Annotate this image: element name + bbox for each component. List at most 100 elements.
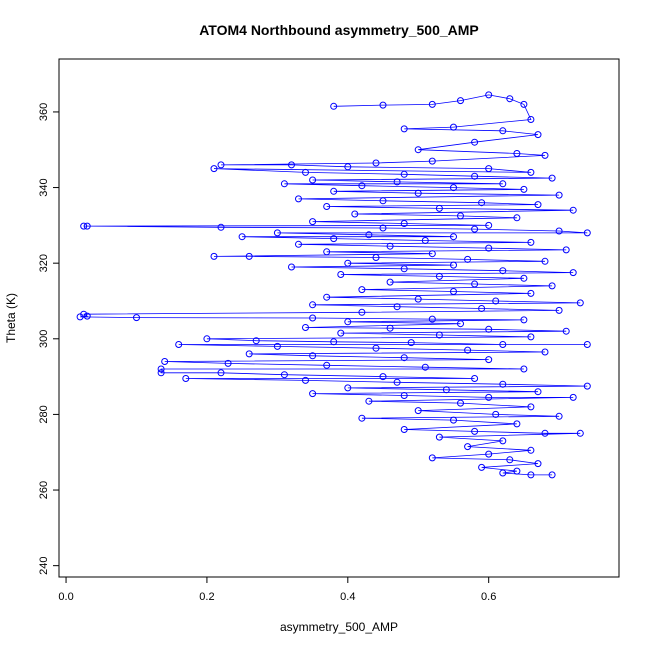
- data-point: [527, 333, 535, 341]
- data-point: [161, 358, 169, 365]
- data-point: [323, 361, 331, 369]
- data-point: [478, 305, 486, 312]
- data-point: [337, 271, 345, 278]
- data-point: [379, 101, 387, 109]
- data-point: [562, 327, 570, 335]
- x-tick-label: 0.0: [58, 591, 73, 603]
- y-tick-label: 300: [38, 330, 50, 348]
- data-point: [583, 382, 591, 390]
- y-tick-label: 260: [38, 481, 50, 499]
- data-point: [414, 189, 422, 197]
- data-point: [330, 187, 338, 195]
- data-point: [450, 184, 457, 192]
- data-point: [309, 218, 317, 226]
- data-point: [379, 373, 387, 381]
- data-point: [471, 375, 479, 382]
- data-point: [450, 123, 457, 131]
- data-point: [238, 233, 246, 241]
- data-point: [358, 286, 366, 294]
- data-point: [203, 335, 211, 343]
- data-point: [485, 91, 493, 99]
- data-point: [245, 350, 253, 358]
- data-point: [400, 125, 408, 133]
- data-point: [421, 237, 429, 244]
- data-point: [520, 100, 528, 108]
- data-point: [457, 320, 464, 328]
- data-point: [323, 293, 331, 301]
- data-point: [157, 365, 165, 373]
- data-point: [435, 433, 443, 441]
- data-point: [520, 316, 528, 324]
- data-point: [520, 185, 528, 193]
- data-point: [421, 363, 429, 371]
- data-point: [344, 384, 352, 392]
- data-point: [478, 463, 486, 471]
- data-point: [548, 282, 556, 290]
- data-point: [337, 329, 345, 337]
- data-point: [513, 420, 521, 428]
- data-point: [365, 397, 373, 405]
- data-point: [288, 263, 295, 271]
- data-point: [450, 288, 457, 295]
- data-point: [344, 163, 352, 171]
- data-point: [541, 348, 549, 356]
- data-point: [400, 426, 408, 433]
- data-point: [323, 248, 331, 256]
- x-axis: 0.0 0.2 0.4 0.6: [58, 577, 496, 603]
- data-point: [485, 244, 493, 252]
- x-tick-label: 0.2: [199, 591, 214, 603]
- y-tick-label: 280: [38, 405, 50, 423]
- data-point: [569, 393, 577, 401]
- data-point: [576, 299, 584, 307]
- y-axis: 240 260 280 300 320 340 360: [38, 103, 59, 575]
- data-point: [464, 255, 472, 263]
- data-point: [499, 380, 507, 388]
- data-point: [485, 393, 493, 401]
- data-point: [309, 301, 317, 309]
- data-point: [309, 314, 317, 322]
- data-point: [548, 174, 556, 182]
- data-point: [428, 315, 436, 323]
- data-point: [428, 454, 436, 462]
- data-point: [435, 331, 443, 339]
- data-point: [499, 127, 507, 135]
- data-point: [393, 303, 401, 311]
- data-point: [541, 151, 549, 159]
- data-point: [471, 427, 479, 435]
- data-point: [252, 337, 260, 345]
- data-point: [288, 161, 295, 169]
- data-point: [428, 157, 436, 165]
- data-point: [365, 231, 373, 239]
- data-point: [372, 344, 380, 352]
- data-point: [471, 138, 479, 146]
- data-point: [513, 214, 521, 222]
- data-point: [330, 235, 338, 243]
- data-point: [280, 180, 288, 188]
- data-point: [414, 295, 422, 303]
- data-point: [478, 199, 486, 207]
- data-point: [302, 168, 309, 176]
- data-point: [400, 354, 408, 362]
- data-point: [428, 100, 436, 108]
- data-point: [499, 469, 507, 477]
- data-point: [224, 359, 232, 367]
- data-point: [541, 257, 549, 265]
- data-point: [464, 346, 472, 354]
- data-point: [182, 375, 190, 382]
- data-point: [442, 386, 450, 394]
- data-point: [330, 338, 338, 346]
- data-point: [527, 289, 535, 297]
- data-point: [457, 212, 464, 220]
- chart-title: ATOM4 Northbound asymmetry_500_AMP: [199, 22, 479, 38]
- data-point: [386, 324, 394, 332]
- data-point: [344, 259, 352, 267]
- data-point: [309, 352, 317, 360]
- x-tick-label: 0.4: [340, 591, 355, 603]
- data-point: [534, 460, 542, 468]
- data-point: [450, 261, 457, 269]
- data-point: [527, 168, 535, 176]
- data-point: [302, 376, 309, 384]
- data-point: [400, 220, 408, 227]
- data-point: [393, 178, 401, 186]
